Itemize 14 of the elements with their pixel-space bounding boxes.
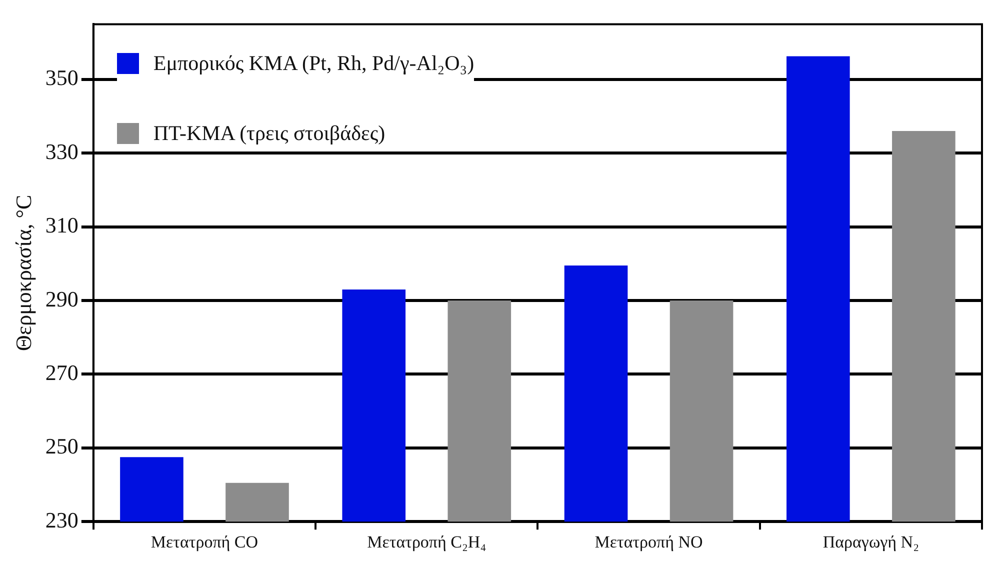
y-tick-label: 310: [45, 212, 78, 238]
x-tick-label: Μετατροπή C₂H₄: [367, 532, 486, 552]
legend-label: Εμπορικός ΚΜΑ (Pt, Rh, Pd/γ-Al₂O₃): [153, 50, 474, 76]
x-tick-label: Παραγωγή N₂: [822, 532, 919, 552]
y-tick-label: 330: [45, 138, 78, 164]
y-tick-label: 250: [45, 434, 78, 459]
y-tick-label: 350: [45, 65, 78, 90]
y-tick-label: 290: [45, 286, 78, 312]
legend-label: ΠΤ-ΚΜΑ (τρεις στοιβάδες): [153, 120, 386, 146]
y-tick-label: 270: [45, 360, 78, 386]
x-tick-label: Μετατροπή NO: [594, 532, 703, 552]
y-axis-title: Θερμοκρασία, °C: [10, 194, 36, 352]
x-tick-label: Μετατροπή CO: [150, 532, 258, 552]
y-tick-label: 230: [45, 507, 78, 532]
